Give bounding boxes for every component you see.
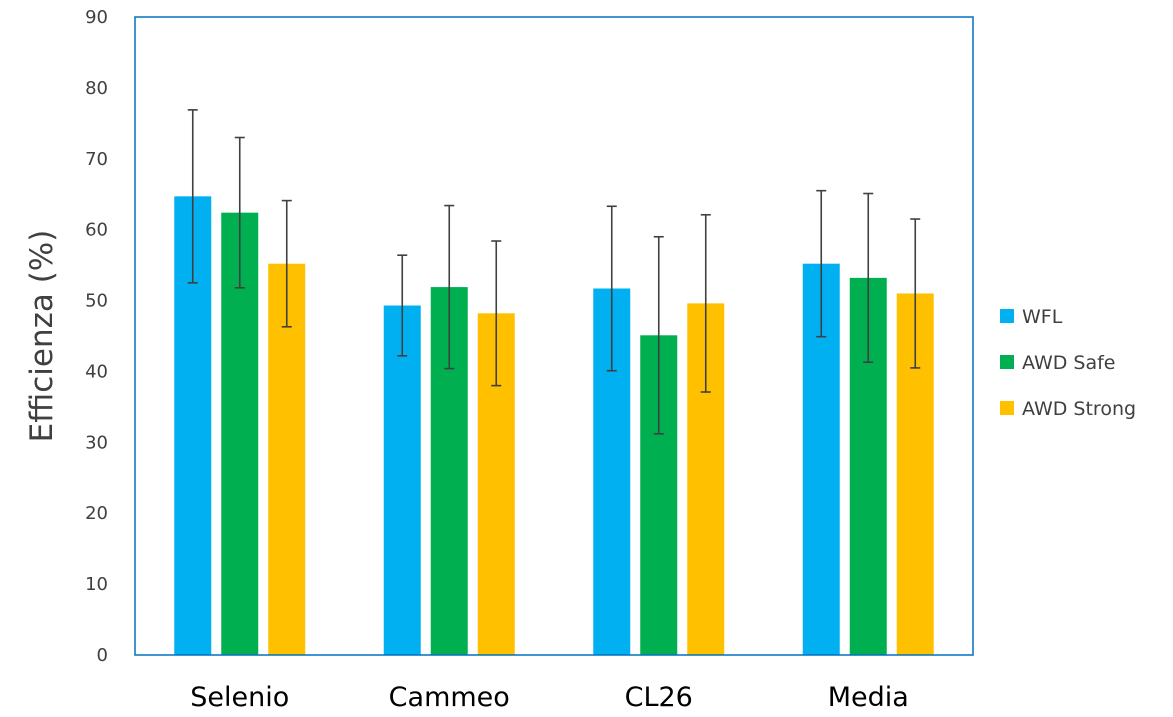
error-bars <box>187 109 921 435</box>
error-bar <box>606 205 617 372</box>
bars <box>174 196 934 656</box>
category-label: Media <box>828 682 909 713</box>
legend-item: WFL <box>1000 306 1063 328</box>
error-bar <box>863 192 874 364</box>
legend-swatch <box>1000 355 1014 369</box>
error-bar <box>187 109 198 284</box>
plot-frame <box>134 16 974 656</box>
y-tick-label: 40 <box>85 361 108 382</box>
category-label: Cammeo <box>389 682 510 713</box>
error-bar <box>397 254 408 357</box>
error-bar <box>700 213 711 393</box>
category-label: CL26 <box>625 682 693 713</box>
legend: WFL AWD Safe AWD Strong <box>1000 306 1136 420</box>
legend-label: AWD Safe <box>1022 352 1116 374</box>
legend-label: WFL <box>1022 306 1063 328</box>
y-tick-label: 90 <box>85 7 108 28</box>
y-tick-label: 70 <box>85 149 108 170</box>
legend-item: AWD Strong <box>1000 398 1136 420</box>
legend-item: AWD Safe <box>1000 352 1116 374</box>
legend-swatch <box>1000 309 1014 323</box>
y-axis-label: Efficienza (%) <box>24 230 60 443</box>
y-tick-label: 20 <box>85 503 108 524</box>
category-labels: Selenio Cammeo CL26 Media <box>190 682 909 713</box>
error-bar <box>281 199 292 328</box>
y-tick-label: 80 <box>85 78 108 99</box>
y-tick-label: 60 <box>85 220 108 241</box>
error-bar <box>491 240 502 387</box>
category-label: Selenio <box>190 682 289 713</box>
legend-swatch <box>1000 401 1014 415</box>
y-tick-label: 50 <box>85 291 108 312</box>
error-bar <box>816 189 827 338</box>
y-tick-label: 30 <box>85 432 108 453</box>
error-bar <box>234 136 245 289</box>
legend-label: AWD Strong <box>1022 398 1136 420</box>
error-bar <box>910 218 921 369</box>
error-bar <box>653 235 664 435</box>
bar <box>383 305 421 655</box>
bar <box>268 263 306 655</box>
y-tick-label: 10 <box>85 574 108 595</box>
y-tick-label: 0 <box>97 645 108 666</box>
axis-labels: 0 10 20 30 40 50 60 70 80 90 <box>85 7 108 666</box>
error-bar <box>444 204 455 370</box>
